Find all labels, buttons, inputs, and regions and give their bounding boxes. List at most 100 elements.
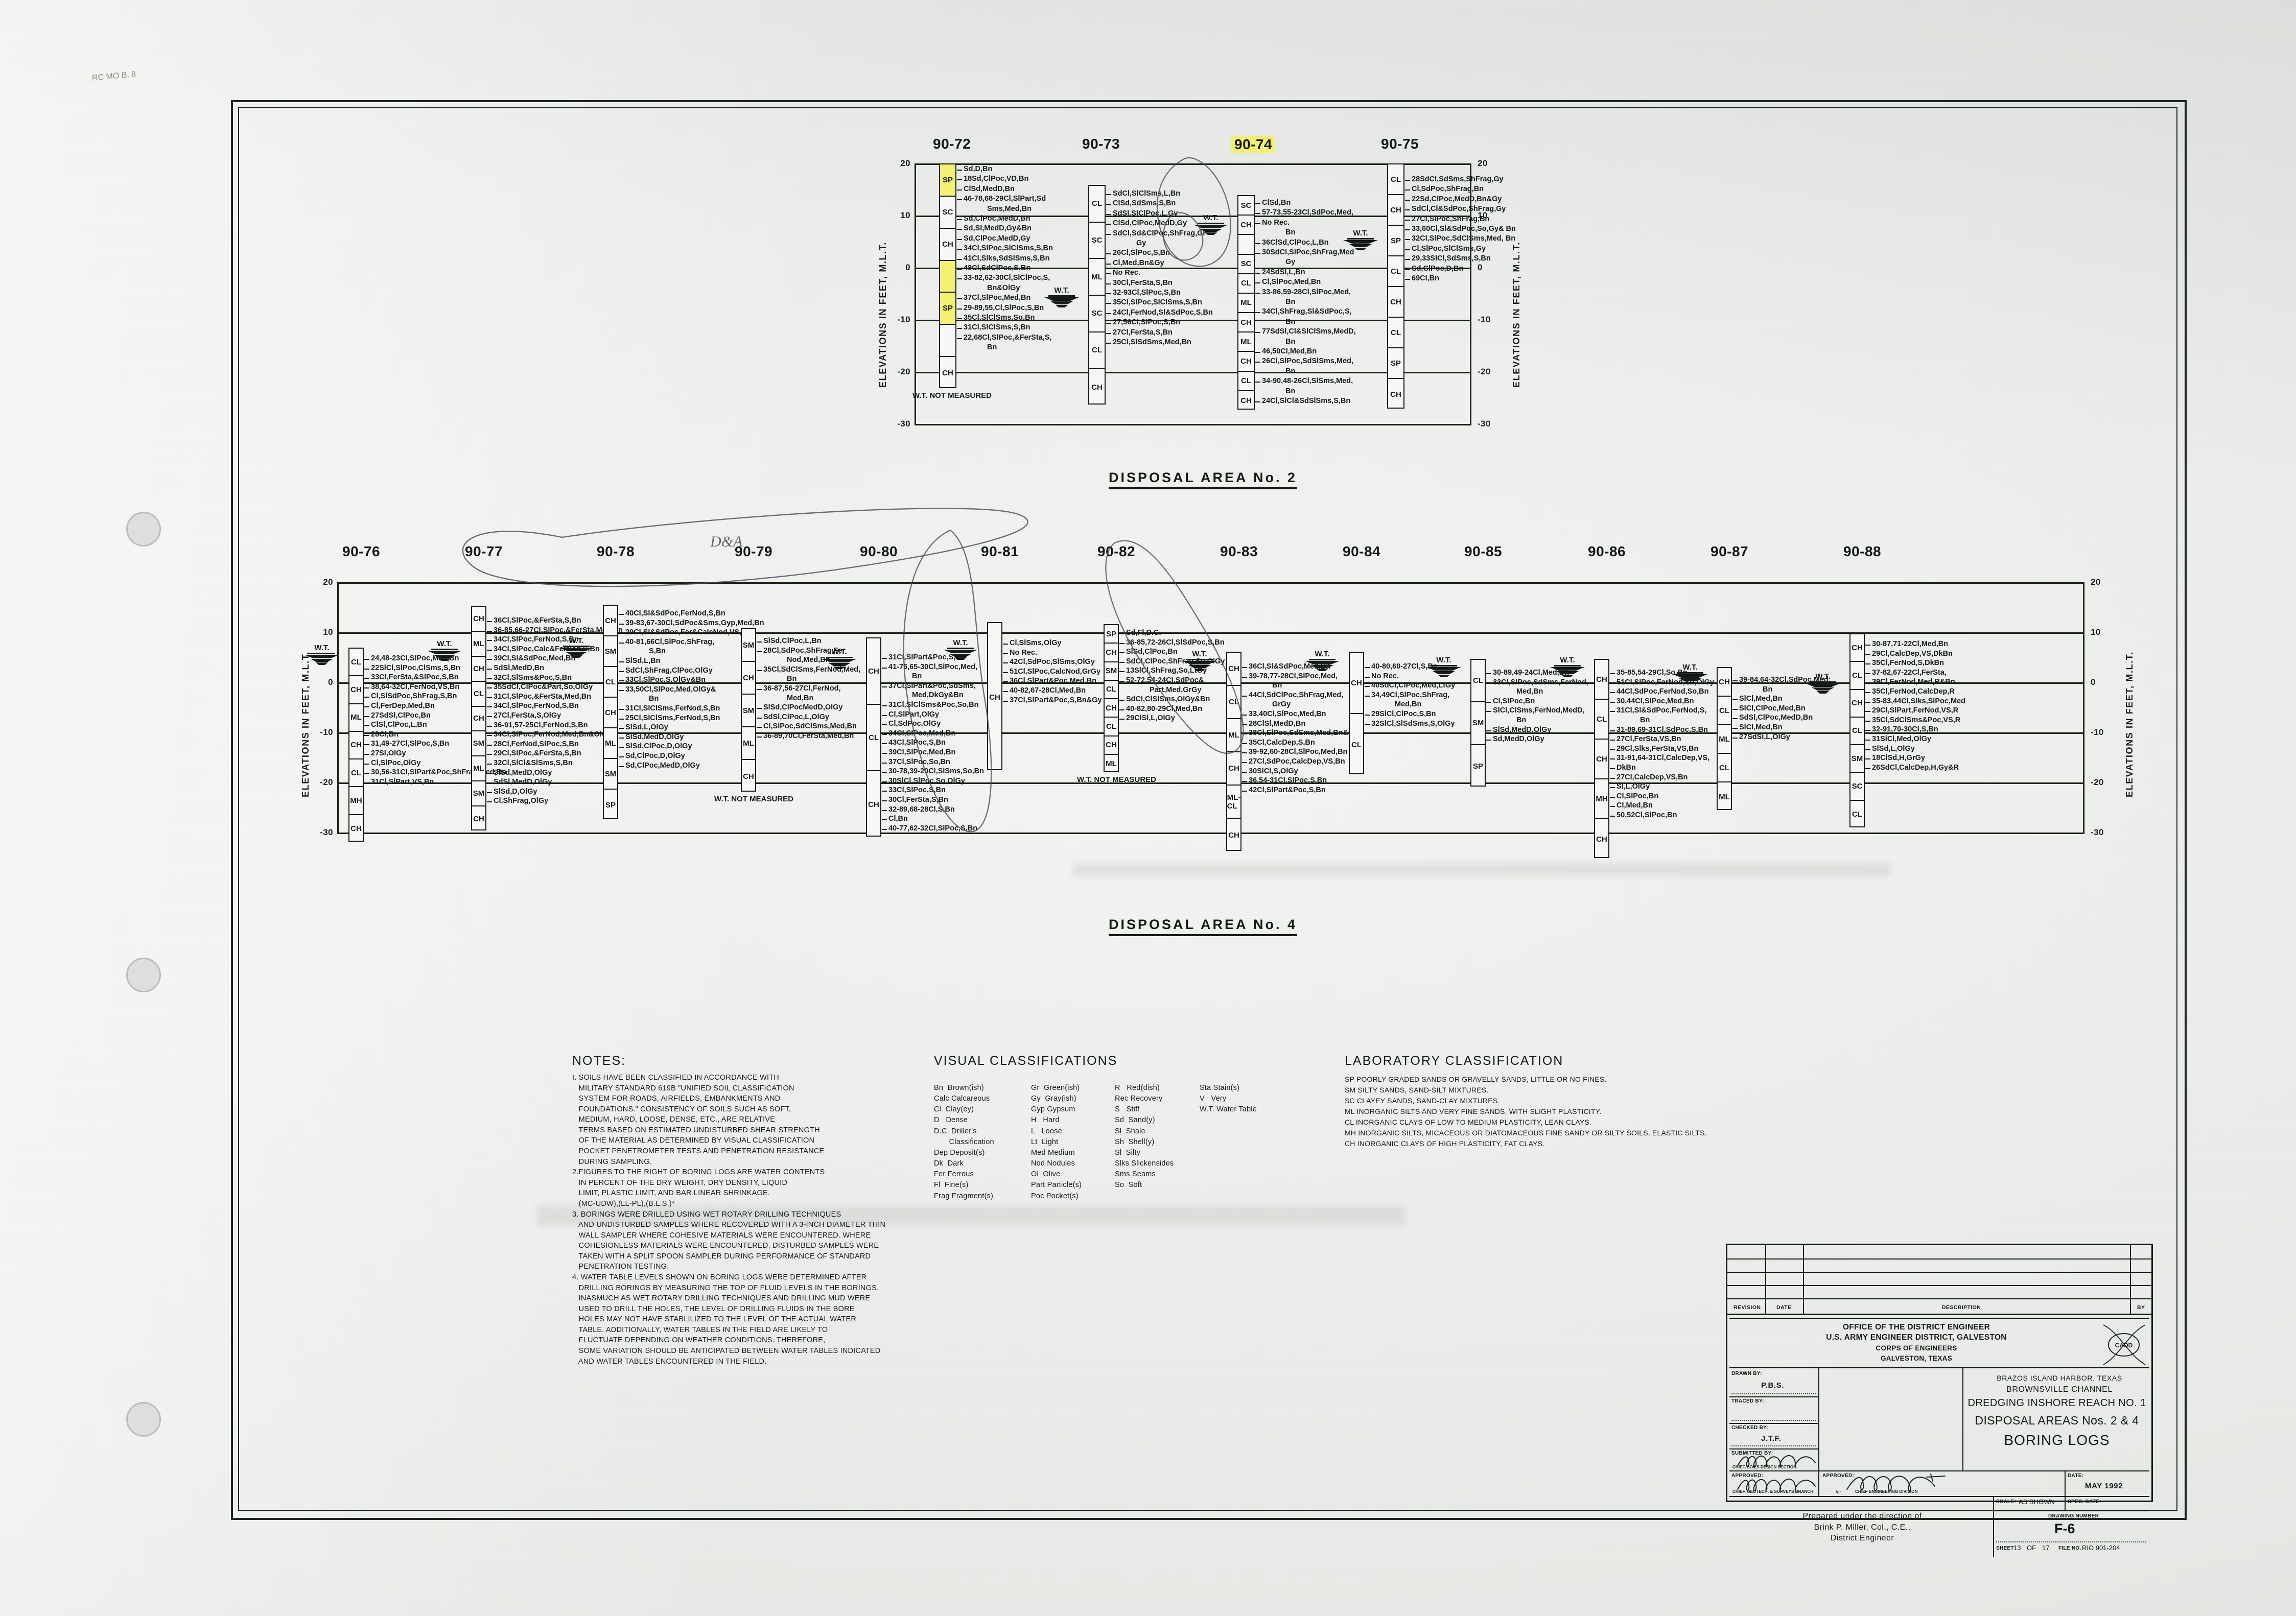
soil-description: 36-85,66-27Cl,SlPoc,&FerSta,Med,Bn [486, 626, 623, 634]
boring-column-90-88[interactable]: CH CL CH CL SM SC CL [1849, 633, 1865, 827]
boring-label-90-83: 90-83 [1220, 543, 1258, 559]
boring-column-90-81[interactable]: CH [987, 622, 1002, 770]
soil-description: 33,50Cl,SlPoc,Med,OlGy& [618, 685, 716, 694]
soil-description: SdCl,SlClSms,L,Bn [1106, 189, 1181, 198]
soil-description: 36Cl,SlPoc,&FerSta,S,Bn [487, 616, 581, 625]
soil-description: 34Cl,ShFrag,Sl&SdPoc,S, [1255, 307, 1352, 316]
soil-description: SlCl,Med,Bn [1732, 695, 1783, 703]
soil-description: Bn [1516, 716, 1527, 724]
soil-segment: CH [940, 229, 955, 261]
soil-description: 26Cl,SlPoc,SdSlSms,Med, [1255, 357, 1353, 366]
water-table-marker-90-83: W.T. [1182, 650, 1217, 671]
soil-description: 31SlCl,Med,OlGy [1865, 735, 1932, 743]
soil-description: 27Cl,SdPoc,CalcDep,VS,Bn [1242, 757, 1345, 766]
boring-label-90-73: 90-73 [1082, 136, 1120, 152]
sheet-label: SHEET [1996, 1546, 2014, 1551]
boring-label-90-76: 90-76 [342, 543, 381, 559]
soil-description: SlSd,MedD,OlGy [1486, 725, 1552, 734]
date-label: DATE: [2068, 1473, 2084, 1479]
soil-description: SdCl,ShFrag,ClPoc,OlGy [619, 666, 713, 675]
soil-description: 39-92,60-28Cl,SlPoc,Med,Bn [1241, 748, 1348, 756]
soil-segment: CL [604, 667, 617, 698]
boring-column-90-80[interactable]: CH CL CH [866, 637, 881, 837]
wt-label: W.T. [1436, 656, 1451, 664]
soil-description: 30,44Cl,SlPoc,Med,Bn [1610, 697, 1694, 705]
soil-segment: SM [742, 695, 755, 727]
boring-column-90-72[interactable]: SP SC CH SP CH [939, 163, 956, 388]
soil-segment: SM [472, 731, 485, 757]
soil-description: 36Cl,SlPart&Poc,Med,Bn [1002, 677, 1097, 685]
soil-segment: CL [1105, 681, 1118, 699]
soil-segment: CH [743, 772, 754, 781]
soil-segment: SM [472, 781, 485, 807]
boring-column-90-82[interactable]: SP CH SM CL CH CL CH ML [1104, 624, 1119, 772]
elevation-tick-label: 10 [900, 210, 910, 220]
soil-description: Bn [1285, 337, 1296, 346]
boring-label-90-75: 90-75 [1381, 136, 1419, 152]
revision-header: REVISION [1733, 1304, 1761, 1311]
boring-column-90-76[interactable]: CL CH ML CH CL MH CH [348, 648, 364, 842]
boring-column-90-79[interactable]: SM CH SM ML CH [741, 628, 756, 792]
soil-description: 27Cl,FerSta,VS,Bn [1610, 735, 1681, 744]
wt-label: W.T. [953, 638, 968, 647]
drawing-border-outer [231, 100, 2187, 1520]
soil-description: 24Cl,SlCl&SdSlSms,S,Bn [1255, 397, 1351, 405]
soil-description: SlSd,MedD,OlGy [486, 768, 552, 777]
boring-label-90-80: 90-80 [860, 543, 898, 559]
boring-column-90-78[interactable]: CH SM CL CH ML SM SP [603, 605, 618, 819]
boring-column-90-85[interactable]: CL SM SP [1470, 659, 1486, 787]
boring-column-90-74[interactable]: SC CH SC CL ML CH ML CH CL CH [1237, 195, 1255, 410]
soil-segment: CH [1091, 383, 1103, 392]
checked-by-value: J.T.F. [1761, 1434, 1782, 1443]
scale-value: AS SHOWN [2019, 1498, 2055, 1506]
boring-column-90-84[interactable]: CH CL [1349, 652, 1364, 774]
soil-description: 41-75,65-30Cl,SlPoc,Med, [881, 662, 978, 671]
soil-description: Bn [987, 343, 997, 352]
boring-label-90-82: 90-82 [1097, 543, 1136, 559]
notes-body: I. SOILS HAVE BEEN CLASSIFIED IN ACCORDA… [572, 1074, 886, 1366]
office-line-2: U.S. ARMY ENGINEER DISTRICT, GALVESTON [1826, 1333, 2007, 1342]
boring-label-90-85: 90-85 [1464, 543, 1503, 559]
office-line-1: OFFICE OF THE DISTRICT ENGINEER [1842, 1323, 1990, 1332]
water-table-marker-90-84: W.T. [1305, 650, 1340, 671]
soil-segment: CH [349, 732, 363, 760]
soil-description: Cl,SlSdPoc,ShFrag,S,Bn [364, 692, 457, 701]
boring-column-90-87[interactable]: CH CL ML CL ML [1717, 667, 1732, 810]
soil-description: Cl,SdPoc,ShFrag,Bn [1405, 185, 1484, 194]
soil-description: 38,64-32Cl,FerNod,VS,Bn [364, 682, 460, 691]
soil-segment: MH [349, 787, 363, 815]
soil-segment: CH [1350, 653, 1363, 714]
soil-segment: CL [1388, 318, 1403, 348]
boring-column-90-77[interactable]: CH ML CH CL CH SM ML SM CH [471, 606, 486, 830]
approved-label: APPROVED: [1731, 1473, 1764, 1479]
boring-column-90-83[interactable]: CH CL ML CH ML-CL CH [1226, 652, 1241, 851]
soil-segment: CH [1105, 736, 1118, 755]
boring-label-90-78: 90-78 [597, 543, 635, 559]
soil-segment: SP [1388, 348, 1403, 379]
soil-description: 57-73,55-23Cl,SdPoc,Med, [1255, 208, 1353, 217]
soil-segment: CL [349, 649, 363, 677]
boring-column-90-75[interactable]: CL CH SP CL CH CL SP CH [1387, 163, 1404, 409]
soil-description: No Rec. [1365, 672, 1399, 680]
tb-rule [1765, 1245, 1766, 1314]
traced-by-label: TRACED BY: [1731, 1398, 1764, 1404]
water-table-marker-90-77: W.T. [427, 639, 462, 661]
boring-column-90-73[interactable]: CL SC ML SC CL CH [1088, 185, 1106, 405]
elevation-tick-label: -10 [320, 727, 333, 737]
soil-segment: CH [1105, 644, 1118, 662]
soil-description: Med,Bn [1395, 700, 1422, 709]
boring-column-90-86[interactable]: CH CL CH MH CH [1594, 659, 1609, 858]
boring-label-90-72: 90-72 [933, 136, 971, 152]
wt-label: W.T. [1054, 286, 1069, 295]
wt-label: W.T. [1682, 663, 1698, 672]
soil-description: 35-85,54-29Cl,So,Bn [1610, 669, 1688, 677]
soil-description: Bn&OlGy [987, 283, 1020, 292]
soil-segment: CH [472, 657, 485, 682]
soil-description: Sd,ClPoc,D,OlGy [619, 752, 685, 760]
soil-description: 34-90,48-26Cl,SlSms,Med, [1255, 377, 1353, 386]
soil-description: 40SdCl,ClPoc,Med,LtGy [1364, 681, 1456, 690]
soil-description: 18Sd,ClPoc,VD,Bn [956, 175, 1029, 183]
soil-description: 36-85,72-26Cl,SlSdPoc,S,Bn [1119, 638, 1225, 647]
soil-description: 35Cl,FerNod,CalcDep,R [1865, 687, 1955, 696]
